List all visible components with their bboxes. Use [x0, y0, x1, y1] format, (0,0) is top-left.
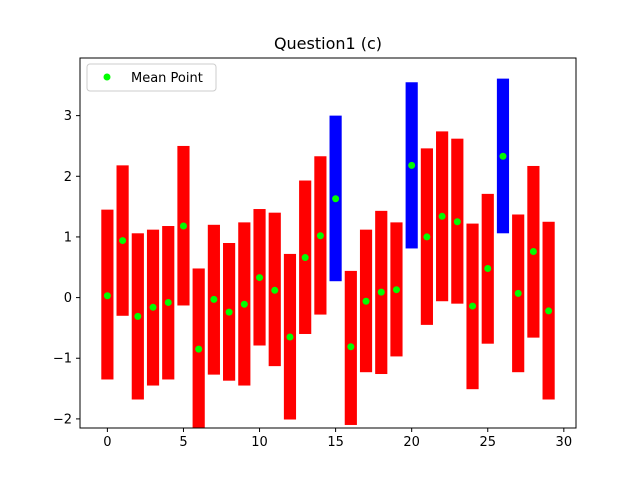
x-tick-label-15: 15: [327, 435, 344, 450]
mean-point-7: [210, 295, 218, 303]
mean-point-21: [423, 233, 431, 241]
chart-title: Question1 (c): [274, 34, 382, 53]
mean-point-9: [240, 300, 248, 308]
mean-point-26: [499, 152, 507, 160]
mean-point-14: [316, 232, 324, 240]
mean-point-13: [301, 254, 309, 262]
mean-point-10: [256, 274, 264, 282]
mean-point-5: [179, 222, 187, 230]
mean-point-19: [392, 286, 400, 294]
plot-frame: [79, 57, 577, 429]
x-tick-label-30: 30: [556, 435, 573, 450]
mean-point-25: [484, 264, 492, 272]
mean-point-17: [362, 297, 370, 305]
mean-point-23: [453, 218, 461, 226]
mean-point-12: [286, 333, 294, 341]
legend: Mean Point: [86, 63, 217, 92]
y-tick-label-1: 1: [64, 230, 72, 245]
mean-point-18: [377, 288, 385, 296]
mean-point-8: [225, 308, 233, 316]
mean-point-0: [103, 292, 111, 300]
mean-point-27: [514, 289, 522, 297]
mean-point-29: [545, 307, 553, 315]
mean-point-20: [408, 161, 416, 169]
legend-label: Mean Point: [131, 71, 203, 86]
y-tick-label-2: 2: [64, 170, 72, 185]
y-tick-label--2: −2: [53, 412, 72, 427]
mean-point-11: [271, 286, 279, 294]
bars-layer: [101, 78, 555, 428]
legend-box: [86, 63, 217, 92]
mean-point-28: [529, 247, 537, 255]
x-tick-label-0: 0: [103, 435, 111, 450]
x-tick-label-25: 25: [479, 435, 496, 450]
mean-point-2: [134, 312, 142, 320]
mean-point-15: [332, 195, 340, 203]
legend-marker: [103, 73, 111, 81]
y-tick-label--1: −1: [53, 352, 72, 367]
y-axis: −2 −1 0 1 2 3: [53, 109, 80, 427]
mean-point-6: [195, 345, 203, 353]
x-tick-label-5: 5: [179, 435, 187, 450]
mean-point-1: [119, 237, 127, 245]
mean-point-4: [164, 298, 172, 306]
x-tick-label-10: 10: [251, 435, 268, 450]
y-tick-label-0: 0: [64, 291, 72, 306]
mean-point-22: [438, 212, 446, 220]
x-axis: 0 5 10 15 20 25 30: [103, 428, 572, 450]
means-layer: [103, 152, 553, 353]
y-tick-label-3: 3: [64, 109, 72, 124]
mean-point-3: [149, 303, 157, 311]
x-tick-label-20: 20: [403, 435, 420, 450]
mean-point-16: [347, 343, 355, 351]
mean-point-24: [469, 302, 477, 310]
